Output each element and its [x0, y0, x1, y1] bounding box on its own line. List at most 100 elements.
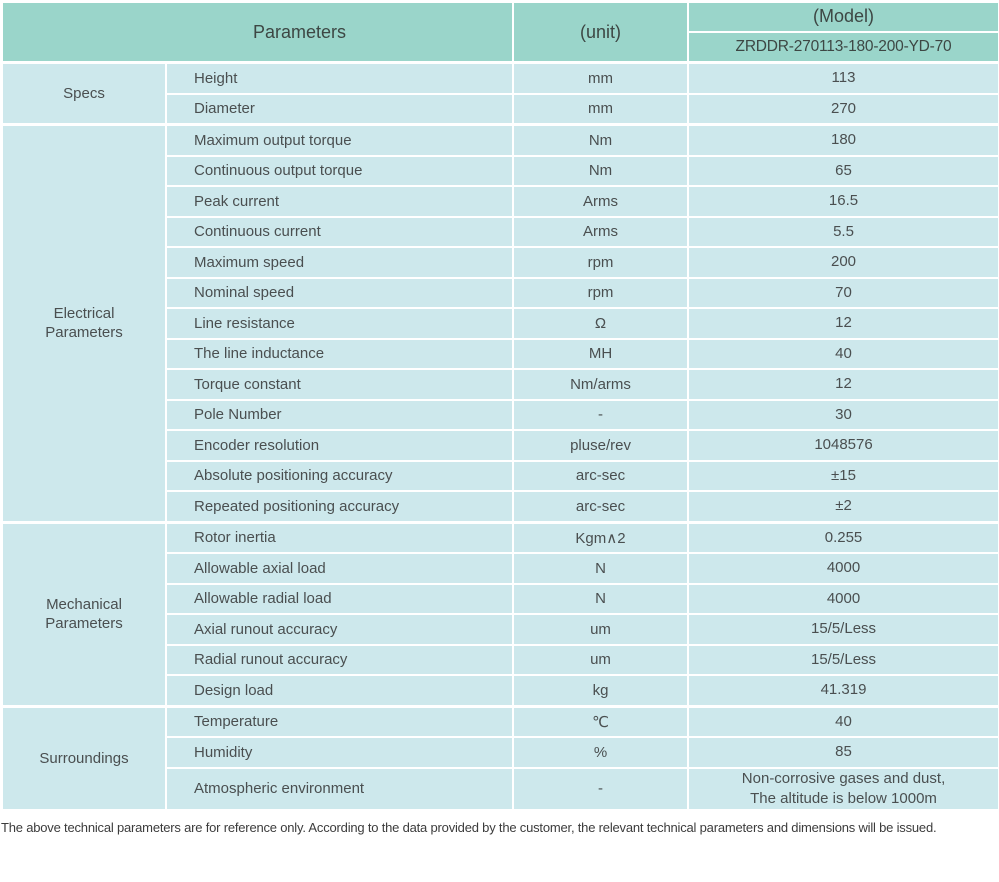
cell-name: Axial runout accuracy — [164, 613, 515, 646]
cell-name: Atmospheric environment — [164, 766, 515, 811]
cell-unit: N — [512, 552, 690, 585]
cell-value: 5.5 — [687, 215, 999, 248]
cell-value: 16.5 — [687, 185, 999, 218]
cell-name: Temperature — [164, 704, 515, 738]
table-row: Torque constant Nm/arms 12 — [2, 368, 999, 401]
table-row: Specs Height mm 113 — [1, 61, 999, 126]
cell-unit: Ω — [512, 307, 690, 340]
cell-unit: % — [512, 736, 690, 769]
cell-name: Humidity — [164, 736, 515, 769]
cell-value: 1048576 — [687, 429, 999, 462]
cell-value: 65 — [687, 154, 999, 187]
header-row-model: ZRDDR-270113-180-200-YD-70 — [2, 31, 999, 64]
cell-name: Diameter — [164, 92, 515, 126]
cell-value: 113 — [687, 61, 999, 95]
cell-name: Nominal speed — [164, 276, 515, 309]
cell-unit: N — [512, 582, 690, 615]
table-row: Peak current Arms 16.5 — [2, 185, 999, 218]
table-row: Design load kg 41.319 — [2, 674, 999, 707]
cell-unit: rpm — [512, 276, 690, 309]
cell-unit: mm — [512, 61, 690, 95]
table-row: Mechanical Parameters Rotor inertia Kgm∧2 0… — [1, 520, 999, 707]
footnote: The above technical parameters are for r… — [1, 820, 937, 835]
model-number: ZRDDR-270113-180-200-YD-70 — [687, 31, 999, 64]
cell-name: Rotor inertia — [164, 520, 515, 554]
cell-unit: Arms — [512, 185, 690, 218]
cell-value: 15/5/Less — [687, 613, 999, 646]
cell-unit: Nm/arms — [512, 368, 690, 401]
cell-value: 4000 — [687, 582, 999, 615]
cell-unit: - — [512, 398, 690, 431]
cell-unit: rpm — [512, 246, 690, 279]
table-row: Diameter mm 270 — [2, 92, 999, 126]
model-header: (Model) — [687, 1, 999, 33]
table-row: Surroundings Temperature ℃ 40 — [1, 704, 999, 811]
group-label: Specs — [1, 61, 167, 126]
cell-name: Absolute positioning accuracy — [164, 459, 515, 492]
table-row: Absolute positioning accuracy arc-sec ±15 — [2, 459, 999, 492]
table-row: Line resistance Ω 12 — [2, 307, 999, 340]
cell-unit: ℃ — [512, 704, 690, 738]
cell-unit: Kgm∧2 — [512, 520, 690, 554]
cell-value: 200 — [687, 246, 999, 279]
cell-value: ±15 — [687, 459, 999, 492]
cell-unit: - — [512, 766, 690, 811]
cell-value: 30 — [687, 398, 999, 431]
cell-unit: mm — [512, 92, 690, 126]
cell-name: Continuous current — [164, 215, 515, 248]
cell-name: Radial runout accuracy — [164, 643, 515, 676]
cell-value: Non-corrosive gases and dust, The altitu… — [687, 766, 999, 811]
cell-value: 40 — [687, 337, 999, 370]
cell-name: Line resistance — [164, 307, 515, 340]
cell-value: 12 — [687, 368, 999, 401]
cell-value: 4000 — [687, 552, 999, 585]
cell-value: ±2 — [687, 490, 999, 523]
cell-name: Peak current — [164, 185, 515, 218]
table-row: Atmospheric environment - Non-corrosive ga… — [2, 766, 999, 811]
cell-unit: MH — [512, 337, 690, 370]
table-row: Humidity% 85 — [2, 736, 999, 769]
cell-name: Allowable axial load — [164, 552, 515, 585]
table-row: Repeated positioning accuracy arc-sec ±2 — [2, 490, 999, 523]
table-row: The line inductance MH 40 — [2, 337, 999, 370]
cell-value: 41.319 — [687, 674, 999, 707]
cell-name: Design load — [164, 674, 515, 707]
table-row: Radial runout accuracy um 15/5/Less — [2, 643, 999, 676]
cell-value: 15/5/Less — [687, 643, 999, 676]
cell-name: Maximum speed — [164, 246, 515, 279]
cell-value: 70 — [687, 276, 999, 309]
header-row-top: Parameters (unit) (Model) — [0, 1, 999, 64]
cell-unit: Nm — [512, 123, 690, 157]
table-header: Parameters (unit) (Model) ZRDDR-270113-1… — [0, 1, 999, 64]
cell-unit: kg — [512, 674, 690, 707]
table-row: Pole Number -30 — [2, 398, 999, 431]
cell-name: Allowable radial load — [164, 582, 515, 615]
cell-unit: Nm — [512, 154, 690, 187]
cell-name: The line inductance — [164, 337, 515, 370]
cell-unit: um — [512, 643, 690, 676]
spec-table: Parameters (unit) (Model) ZRDDR-270113-1… — [0, 1, 999, 811]
cell-name: Encoder resolution — [164, 429, 515, 462]
table-row: Continuous current Arms 5.5 — [2, 215, 999, 248]
cell-unit: arc-sec — [512, 490, 690, 523]
cell-name: Maximum output torque — [164, 123, 515, 157]
cell-unit: pluse/rev — [512, 429, 690, 462]
table-row: Continuous output torque Nm 65 — [2, 154, 999, 187]
table-body: Specs Height mm 113 Diameter mm 270 Electrical … — [1, 61, 999, 811]
group-label: Surroundings — [1, 704, 167, 811]
cell-value: 12 — [687, 307, 999, 340]
cell-name: Repeated positioning accuracy — [164, 490, 515, 523]
table-row: Electrical Parameters Maximum output torq… — [1, 123, 999, 523]
cell-name: Pole Number — [164, 398, 515, 431]
group-label: Mechanical Parameters — [1, 520, 167, 707]
cell-name: Continuous output torque — [164, 154, 515, 187]
cell-value: 85 — [687, 736, 999, 769]
cell-value: 0.255 — [687, 520, 999, 554]
cell-name: Torque constant — [164, 368, 515, 401]
cell-unit: arc-sec — [512, 459, 690, 492]
unit-header: (unit) — [512, 1, 690, 64]
table-row: Maximum speed rpm 200 — [2, 246, 999, 279]
cell-value: 270 — [687, 92, 999, 126]
parameters-header: Parameters — [0, 1, 515, 64]
